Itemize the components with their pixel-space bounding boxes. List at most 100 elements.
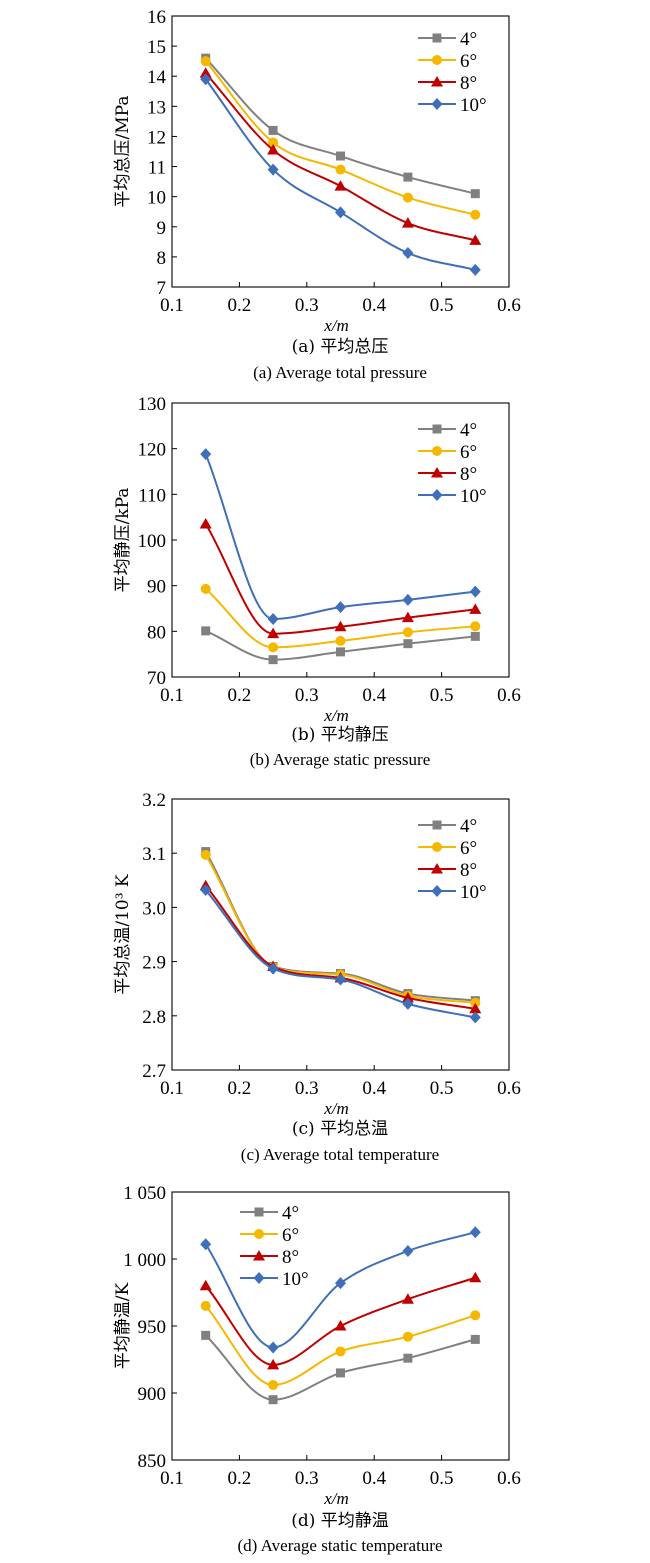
y-tick-label: 120 — [138, 440, 167, 461]
data-point — [335, 601, 346, 614]
series-0 — [201, 53, 480, 199]
chart-panel-1: 0.1 0.2 0.3 0.4 0.5 0.6 70 80 90 100 110 120 130 x/m 平… — [113, 394, 521, 769]
caption-en: (b) Average static pressure — [250, 750, 430, 769]
data-point — [402, 593, 414, 606]
data-point — [267, 613, 279, 626]
legend-label: 4° — [282, 1203, 299, 1224]
legend-marker — [253, 1272, 265, 1284]
y-tick-label: 1 050 — [123, 1183, 166, 1204]
legend-label: 8° — [282, 1247, 299, 1268]
data-point — [334, 1320, 347, 1331]
caption-en: (a) Average total pressure — [253, 363, 427, 382]
data-point — [334, 180, 347, 191]
legend-item: 6° — [418, 51, 477, 72]
data-point — [470, 209, 481, 220]
data-point — [401, 1293, 414, 1304]
legend-marker — [431, 863, 443, 874]
series-3 — [200, 884, 481, 1024]
legend-item: 4° — [240, 1203, 299, 1224]
data-point — [469, 603, 482, 614]
data-point — [334, 620, 347, 632]
legend-marker — [432, 55, 442, 65]
data-point — [267, 627, 280, 639]
data-point — [335, 973, 346, 986]
x-tick-label: 0.5 — [430, 685, 454, 706]
x-tick-label: 0.2 — [228, 295, 252, 316]
series-3 — [200, 448, 481, 626]
legend-label: 4° — [460, 29, 477, 50]
legend-marker — [431, 76, 443, 87]
y-tick-label: 90 — [147, 577, 166, 598]
y-tick-label: 2.8 — [142, 1007, 166, 1028]
series-1 — [200, 1300, 481, 1390]
legend-item: 6° — [418, 838, 477, 859]
data-point — [267, 143, 280, 155]
x-tick-label: 0.3 — [295, 1468, 319, 1489]
legend-item: 8° — [418, 860, 477, 881]
y-tick-label: 900 — [138, 1384, 167, 1405]
legend-label: 10° — [282, 1269, 309, 1290]
caption-zh: (a) 平均总压 — [292, 337, 389, 357]
data-point — [470, 1334, 480, 1344]
x-tick-label: 0.2 — [228, 1078, 252, 1099]
data-point — [201, 1330, 211, 1340]
y-tick-label: 3.2 — [142, 790, 166, 811]
x-tick-label: 0.2 — [228, 1468, 252, 1489]
y-axis-label: 平均静温/K — [113, 1282, 133, 1369]
y-tick-label: 2.9 — [142, 953, 166, 974]
data-point — [469, 1271, 482, 1283]
data-point — [199, 1279, 212, 1291]
data-point — [469, 234, 482, 245]
y-tick-label: 100 — [138, 531, 167, 552]
legend-label: 10° — [460, 486, 487, 507]
data-point — [336, 151, 345, 161]
data-point — [199, 518, 212, 529]
chart-panel-3: 0.1 0.2 0.3 0.4 0.5 0.6 850 900 950 1 000 1 050 x/m… — [113, 1183, 521, 1555]
data-point — [402, 246, 414, 259]
legend-marker — [254, 1229, 264, 1239]
y-tick-label: 3.0 — [142, 898, 166, 919]
data-point — [469, 1011, 481, 1024]
data-point — [200, 1300, 211, 1311]
x-tick-label: 0.1 — [160, 1468, 184, 1489]
y-tick-label: 70 — [147, 668, 166, 689]
x-tick-label: 0.4 — [362, 1468, 386, 1489]
legend-label: 6° — [282, 1225, 299, 1246]
x-tick-label: 0.3 — [295, 1078, 319, 1099]
x-axis-label: x/m — [323, 1099, 349, 1118]
y-tick-label: 12 — [147, 127, 166, 148]
y-tick-label: 850 — [138, 1451, 167, 1472]
y-tick-label: 130 — [138, 394, 167, 415]
legend-label: 8° — [460, 860, 477, 881]
legend-label: 6° — [460, 442, 477, 463]
x-tick-label: 0.6 — [497, 685, 521, 706]
legend-label: 6° — [460, 838, 477, 859]
x-tick-label: 0.6 — [497, 1078, 521, 1099]
legend-marker — [432, 33, 442, 43]
series-3 — [200, 73, 481, 276]
x-tick-label: 0.6 — [497, 295, 521, 316]
series-0 — [201, 1330, 480, 1405]
legend-item: 10° — [418, 486, 487, 507]
x-tick-label: 0.4 — [362, 295, 386, 316]
legend-label: 4° — [460, 816, 477, 837]
data-point — [402, 1244, 414, 1257]
data-point — [268, 137, 279, 148]
x-tick-label: 0.2 — [228, 685, 252, 706]
legend-label: 4° — [460, 420, 477, 441]
data-point — [470, 1310, 481, 1321]
data-point — [268, 125, 278, 135]
data-point — [200, 448, 212, 461]
y-tick-label: 1 000 — [123, 1250, 166, 1271]
data-point — [402, 1331, 413, 1342]
chart-panel-0: 0.1 0.2 0.3 0.4 0.5 0.6 7 8 9 10 11 12 13 14 15 16 x/m 平均… — [113, 7, 521, 382]
y-tick-label: 8 — [157, 248, 167, 269]
y-tick-label: 13 — [147, 97, 166, 118]
plot-frame — [171, 402, 510, 678]
caption-zh: (b) 平均静压 — [291, 725, 389, 745]
data-point — [268, 655, 278, 665]
chart-panel-2: 0.1 0.2 0.3 0.4 0.5 0.6 2.7 2.8 2.9 3.0 3.1 3.2 x/m 平… — [113, 790, 521, 1164]
x-axis-label: x/m — [323, 706, 349, 725]
series-1 — [200, 583, 481, 653]
